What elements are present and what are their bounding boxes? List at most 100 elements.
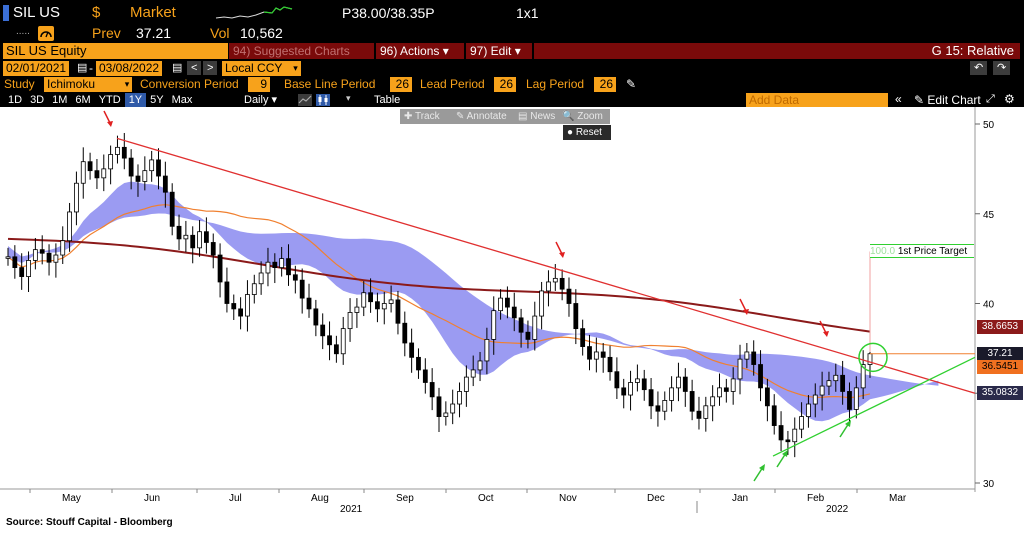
candle-body — [169, 191, 175, 227]
candle-body — [812, 394, 818, 405]
lag-field[interactable]: 26 — [594, 77, 616, 92]
ichimoku-cloud — [8, 181, 939, 422]
candle-body — [388, 299, 394, 304]
zoom-tool[interactable]: 🔍 Zoom — [562, 111, 603, 122]
candle-body — [101, 168, 107, 179]
year-label: 2022 — [826, 504, 849, 515]
period-tab-1y[interactable]: 1Y — [124, 93, 147, 108]
graph-title: G 15: Relative — [534, 43, 1020, 59]
news-tool[interactable]: ▤ News — [518, 111, 556, 122]
quote-subheader: ..... Prev 37.21 Vol 10,562 — [0, 25, 1024, 42]
candle-body — [368, 292, 373, 303]
candle-body — [648, 389, 654, 407]
chevron-down-icon[interactable]: ▾ — [346, 93, 351, 103]
candle-chart-icon[interactable] — [316, 94, 330, 106]
calendar-icon[interactable]: ▤ — [172, 62, 183, 74]
baseline-field[interactable]: 26 — [390, 77, 412, 92]
line-chart-icon[interactable] — [298, 94, 312, 106]
candle-body — [518, 317, 524, 333]
annotate-tool[interactable]: ✎ Annotate — [456, 111, 507, 122]
candle-body — [525, 331, 531, 340]
period-tab-5y[interactable]: 5Y — [150, 94, 164, 106]
baseline-label: Base Line Period — [284, 77, 376, 91]
period-tab-3d[interactable]: 3D — [30, 94, 45, 106]
ma200-line — [7, 237, 871, 333]
ma50-line — [7, 204, 871, 399]
calendar-icon[interactable]: ▤ — [77, 62, 88, 74]
reset-button[interactable]: ● Reset — [563, 125, 611, 140]
lead-field[interactable]: 26 — [494, 77, 516, 92]
collapse-icon[interactable]: « — [895, 92, 902, 106]
study-label: Study — [4, 77, 35, 91]
candle-body — [682, 376, 688, 392]
conversion-label: Conversion Period — [140, 77, 239, 91]
candle-body — [559, 277, 565, 290]
period-tab-6m[interactable]: 6M — [75, 94, 91, 106]
chevron-down-icon[interactable]: ▾ — [122, 77, 132, 92]
candle-body — [26, 260, 31, 277]
candle-body — [251, 283, 257, 295]
start-date-field[interactable]: 02/01/2021 — [3, 61, 70, 76]
candle-body — [723, 387, 729, 392]
chevron-down-icon[interactable]: ▾ — [290, 61, 301, 76]
period-tab-1m[interactable]: 1M — [52, 94, 68, 106]
chart-area[interactable]: 3035404550MayJunJulAugSepOctNovDecJanFeb… — [0, 107, 1024, 533]
last-price-badge: 37.21 — [977, 347, 1023, 361]
currency-select[interactable]: Local CCY — [222, 61, 290, 76]
edit-menu[interactable]: 97) Edit ▾ — [466, 43, 532, 59]
period-tab-max[interactable]: Max — [171, 94, 193, 106]
candle-body — [751, 351, 757, 365]
candle-body — [265, 261, 271, 274]
candle-body — [484, 338, 490, 362]
candle-body — [833, 374, 839, 382]
edit-chart-button[interactable]: ✎ Edit Chart — [914, 93, 981, 107]
candle-body — [354, 306, 360, 313]
table-button[interactable]: Table — [374, 94, 401, 106]
period-tab-1d[interactable]: 1D — [8, 94, 23, 106]
candle-body — [190, 234, 196, 249]
actions-menu[interactable]: 96) Actions ▾ — [376, 43, 464, 59]
candle-body — [80, 161, 86, 184]
expand-icon[interactable]: ⤢ — [986, 93, 995, 105]
candle-body — [39, 249, 45, 254]
suggested-charts-button[interactable]: 94) Suggested Charts — [229, 43, 374, 59]
year-label: 2021 — [340, 504, 363, 515]
frequency-select[interactable]: Daily ▾ — [244, 94, 278, 106]
candle-body — [443, 412, 449, 417]
conversion-field[interactable]: 9 — [248, 77, 270, 92]
security-field[interactable]: SIL US Equity — [3, 43, 228, 59]
candle-body — [696, 410, 702, 419]
prev-range-button[interactable]: < — [187, 61, 202, 75]
end-date-field[interactable]: 03/08/2022 — [96, 61, 163, 76]
candle-body — [53, 254, 59, 263]
candle-body — [819, 385, 825, 396]
chart-source: Source: Stouff Capital - Bloomberg — [6, 517, 173, 528]
gauge-icon[interactable] — [38, 26, 54, 41]
ichimoku-chart[interactable]: 3035404550MayJunJulAugSepOctNovDecJanFeb… — [0, 107, 1024, 533]
track-tool[interactable]: ✚ Track — [404, 111, 440, 122]
period-tab-ytd[interactable]: YTD — [98, 94, 121, 106]
candle-body — [470, 369, 476, 378]
candle-body — [717, 387, 722, 398]
market-label[interactable]: Market — [130, 4, 176, 21]
undo-icon[interactable]: ↶ — [970, 61, 988, 75]
candle-body — [340, 328, 346, 355]
candle-body — [573, 303, 579, 330]
gear-icon[interactable]: ⚙ — [1004, 92, 1015, 106]
candle-body — [94, 170, 100, 179]
study-select[interactable]: Ichimoku — [44, 77, 124, 92]
candle-body — [771, 405, 777, 426]
add-data-field[interactable]: Add Data — [746, 93, 888, 107]
candle-body — [115, 146, 120, 155]
redo-icon[interactable]: ↷ — [993, 61, 1011, 75]
candle-body — [5, 256, 11, 259]
candle-body — [436, 396, 442, 417]
candle-body — [463, 376, 469, 392]
red-arrow-head-icon — [823, 331, 829, 337]
candle-body — [580, 328, 586, 347]
candle-body — [333, 344, 339, 355]
candle-body — [210, 242, 216, 256]
candle-body — [505, 297, 510, 308]
next-range-button[interactable]: > — [203, 61, 218, 75]
pen-icon[interactable]: ✎ — [626, 77, 637, 91]
